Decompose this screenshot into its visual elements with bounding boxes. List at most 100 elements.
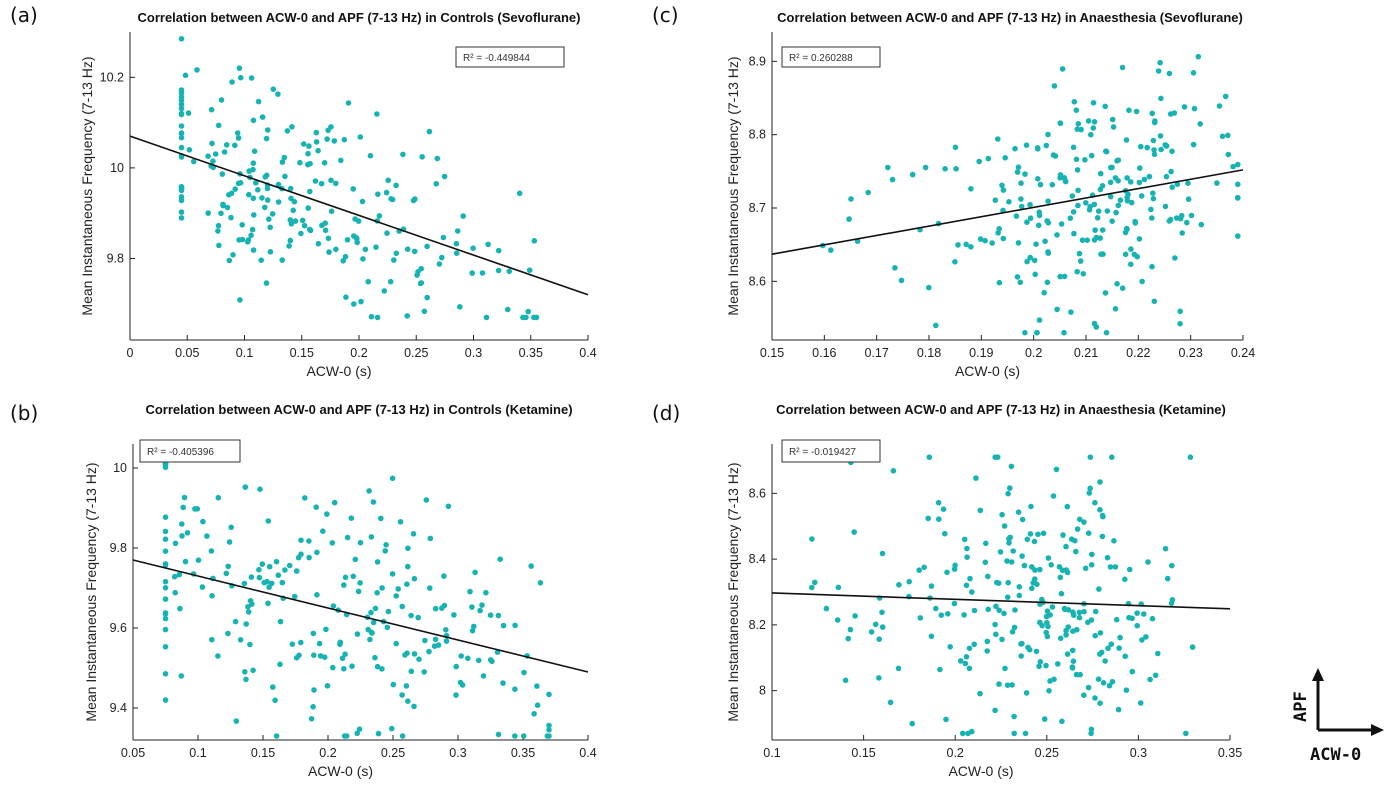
data-point: [162, 615, 169, 622]
panel-b: (b) Correlation between ACW-0 and APF (7-…: [10, 401, 597, 779]
data-point: [373, 244, 379, 250]
legend-y-arrowhead: [1312, 668, 1324, 681]
x-tick-label: 0.15: [851, 746, 875, 760]
x-axis-label: ACW-0 (s): [948, 763, 1013, 779]
data-point: [483, 589, 489, 596]
data-point: [241, 580, 248, 587]
data-point: [470, 245, 476, 251]
data-point: [1091, 237, 1098, 243]
y-tick-label: 8.4: [749, 552, 766, 566]
data-point: [546, 733, 552, 739]
data-point: [985, 573, 991, 580]
data-point: [487, 612, 494, 618]
panel-label: (c): [652, 3, 679, 27]
x-axis-label: ACW-0 (s): [308, 763, 373, 779]
data-point: [1219, 133, 1226, 140]
data-point: [528, 563, 534, 569]
data-point: [356, 726, 363, 732]
data-point: [399, 603, 406, 610]
data-point: [963, 582, 970, 589]
x-tick-label: 0.2: [1025, 346, 1042, 360]
data-point: [411, 651, 418, 657]
data-point: [964, 554, 970, 560]
data-point: [1006, 199, 1012, 205]
data-point: [195, 557, 202, 563]
data-point: [1107, 564, 1114, 570]
data-point: [1024, 536, 1031, 543]
data-point: [282, 567, 288, 573]
data-point: [329, 540, 336, 546]
data-point: [291, 593, 298, 600]
data-point: [379, 585, 385, 591]
data-point: [989, 240, 995, 246]
data-point: [220, 202, 226, 209]
data-point: [263, 135, 270, 142]
data-point: [208, 548, 215, 554]
data-point: [408, 612, 414, 619]
data-point: [1091, 119, 1098, 125]
data-point: [225, 563, 231, 570]
data-point: [178, 184, 185, 190]
data-point: [1187, 454, 1194, 461]
data-point: [1096, 586, 1102, 592]
data-point: [264, 127, 271, 133]
data-point: [287, 217, 294, 223]
data-point: [992, 454, 998, 461]
data-point: [185, 110, 192, 116]
r-squared-box: [455, 46, 565, 68]
data-point: [457, 679, 464, 686]
data-point: [313, 504, 320, 511]
data-point: [453, 250, 460, 256]
data-point: [477, 607, 483, 614]
data-point: [504, 306, 511, 313]
x-tick-label: 0.4: [579, 746, 596, 760]
data-point: [1022, 730, 1029, 737]
data-point: [305, 161, 311, 168]
data-point: [495, 612, 502, 619]
data-point: [266, 216, 272, 222]
data-point: [223, 570, 230, 577]
data-point: [1030, 580, 1036, 586]
data-point: [1081, 519, 1087, 525]
data-point: [472, 569, 478, 576]
data-point: [350, 186, 357, 192]
data-point: [1088, 131, 1094, 138]
data-point: [330, 664, 336, 671]
data-point: [1148, 206, 1154, 213]
data-point: [1082, 565, 1089, 572]
data-point: [178, 123, 185, 129]
data-point: [1071, 230, 1077, 237]
data-point: [1043, 613, 1050, 620]
data-point: [246, 191, 252, 198]
data-point: [1108, 641, 1115, 647]
data-point: [298, 639, 304, 646]
data-point: [966, 645, 973, 652]
data-point: [1081, 692, 1087, 698]
data-point: [1094, 215, 1101, 221]
data-point: [1045, 555, 1052, 561]
data-point: [270, 86, 277, 92]
data-point: [951, 600, 958, 607]
data-point: [879, 609, 885, 616]
data-point: [1017, 279, 1024, 286]
data-point: [426, 648, 432, 655]
data-point: [383, 542, 389, 548]
data-point: [162, 671, 169, 677]
data-point: [1095, 676, 1102, 682]
data-point: [162, 561, 169, 567]
data-point: [1107, 179, 1114, 186]
data-point: [977, 236, 984, 242]
data-point: [1119, 64, 1126, 71]
data-point: [209, 636, 215, 643]
data-point: [300, 141, 307, 147]
data-point: [368, 629, 375, 636]
data-point: [1105, 645, 1111, 652]
data-point: [1009, 682, 1015, 688]
data-point: [1036, 663, 1042, 670]
data-point: [323, 626, 329, 633]
data-point: [483, 314, 490, 321]
data-point: [360, 256, 366, 262]
x-tick-label: 0.35: [511, 746, 535, 760]
panel-a: (a) Correlation between ACW-0 and APF (7-…: [10, 3, 597, 379]
